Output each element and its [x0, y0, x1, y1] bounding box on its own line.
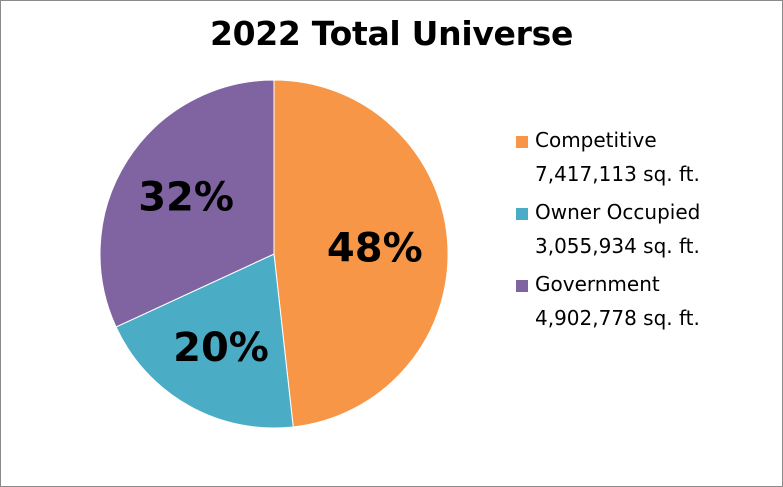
- legend-swatch-competitive: [516, 136, 528, 148]
- pie-slice-owner-occupied: [115, 253, 294, 429]
- legend-label-government: Government: [535, 272, 660, 296]
- legend-label-competitive: Competitive: [535, 128, 657, 152]
- slice-label-government: 32%: [138, 175, 234, 221]
- slice-label-competitive: 48%: [327, 225, 423, 271]
- pie-slice-government: [99, 79, 275, 328]
- legend-label-owner-occupied: Owner Occupied: [535, 200, 701, 224]
- chart-title: 2022 Total Universe: [209, 14, 574, 53]
- pie-slice-competitive: [273, 79, 449, 428]
- legend-value-owner-occupied: 3,055,934 sq. ft.: [535, 234, 700, 258]
- slice-label-owner-occupied: 20%: [173, 325, 269, 371]
- legend-value-competitive: 7,417,113 sq. ft.: [535, 162, 700, 186]
- legend-swatch-owner-occupied: [516, 208, 528, 220]
- legend-value-government: 4,902,778 sq. ft.: [535, 306, 700, 330]
- legend-swatch-government: [516, 280, 528, 292]
